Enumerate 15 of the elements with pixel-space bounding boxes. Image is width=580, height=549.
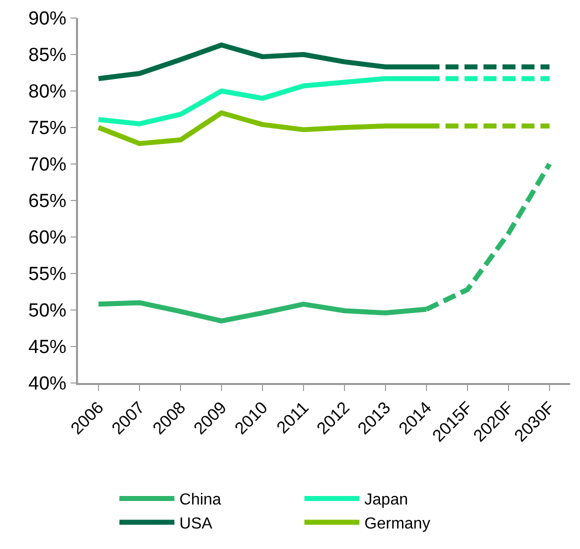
y-tick-label: 45%: [28, 337, 67, 358]
y-tick-label: 90%: [28, 8, 67, 30]
y-tick-label: 40%: [28, 374, 67, 395]
legend-label: USA: [179, 515, 213, 532]
legend-label: Germany: [364, 515, 430, 532]
y-tick-label: 85%: [28, 45, 67, 66]
y-tick-label: 50%: [28, 300, 67, 322]
y-tick-label: 60%: [28, 228, 67, 249]
y-tick-label: 80%: [28, 82, 67, 103]
legend-label: China: [179, 492, 222, 509]
y-tick-label: 75%: [28, 118, 67, 140]
y-tick-label: 70%: [28, 154, 67, 176]
y-tick-label: 65%: [28, 191, 67, 212]
y-tick-label: 55%: [28, 264, 67, 286]
legend-label: Japan: [364, 492, 408, 509]
